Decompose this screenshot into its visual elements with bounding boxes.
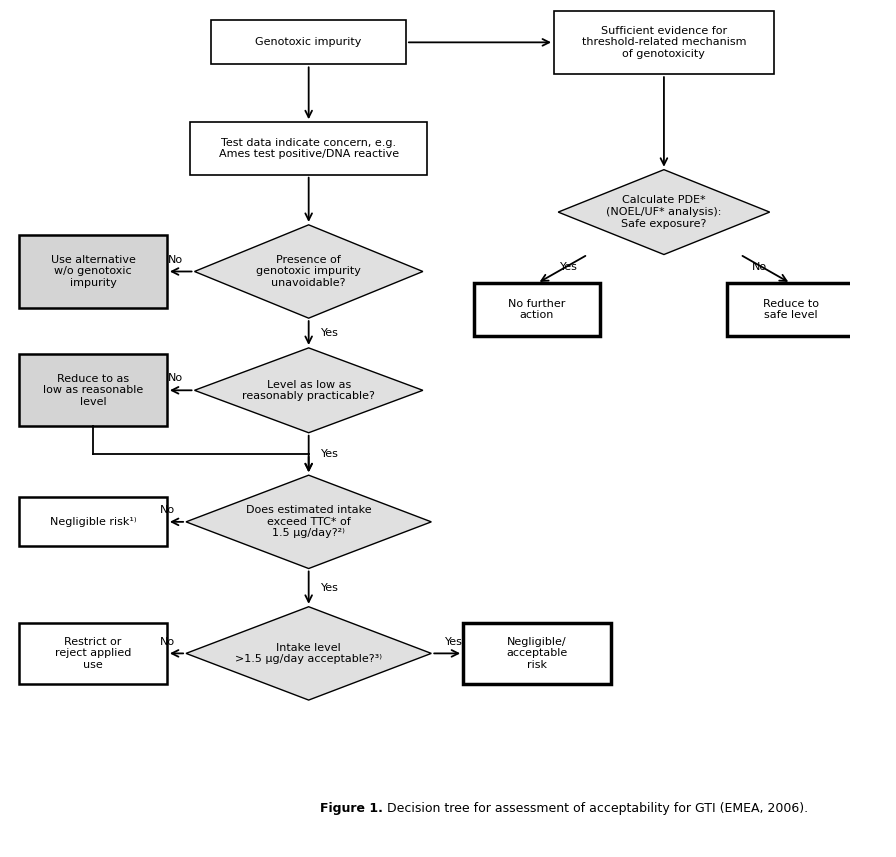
- Text: No: No: [752, 262, 767, 273]
- FancyBboxPatch shape: [554, 10, 774, 75]
- Text: No: No: [159, 505, 175, 515]
- Text: Yes: Yes: [445, 637, 463, 646]
- Text: Decision tree for assessment of acceptability for GTI (EMEA, 2006).: Decision tree for assessment of acceptab…: [383, 802, 808, 815]
- FancyBboxPatch shape: [474, 284, 600, 336]
- FancyBboxPatch shape: [19, 623, 167, 684]
- FancyBboxPatch shape: [211, 21, 406, 64]
- FancyBboxPatch shape: [19, 236, 167, 308]
- Text: No: No: [159, 637, 175, 646]
- Text: Sufficient evidence for
threshold-related mechanism
of genotoxicity: Sufficient evidence for threshold-relate…: [582, 26, 746, 59]
- Text: Negligible risk¹⁾: Negligible risk¹⁾: [49, 517, 136, 527]
- Polygon shape: [194, 225, 423, 318]
- Text: Restrict or
reject applied
use: Restrict or reject applied use: [55, 637, 131, 670]
- Text: Reduce to
safe level: Reduce to safe level: [762, 299, 819, 321]
- Text: No: No: [168, 255, 184, 265]
- Text: Reduce to as
low as reasonable
level: Reduce to as low as reasonable level: [43, 374, 143, 407]
- Text: Intake level
>1.5 μg/day acceptable?³⁾: Intake level >1.5 μg/day acceptable?³⁾: [235, 643, 383, 664]
- Text: Use alternative
w/o genotoxic
impurity: Use alternative w/o genotoxic impurity: [50, 255, 135, 288]
- Text: Yes: Yes: [321, 449, 339, 459]
- FancyBboxPatch shape: [19, 497, 167, 547]
- Text: Yes: Yes: [321, 328, 339, 338]
- Text: Figure 1.: Figure 1.: [320, 802, 383, 815]
- Text: Negligible/
acceptable
risk: Negligible/ acceptable risk: [506, 637, 568, 670]
- Text: Does estimated intake
exceed TTC* of
1.5 μg/day?²⁾: Does estimated intake exceed TTC* of 1.5…: [246, 506, 372, 538]
- Text: Presence of
genotoxic impurity
unavoidable?: Presence of genotoxic impurity unavoidab…: [256, 255, 361, 288]
- FancyBboxPatch shape: [463, 623, 611, 684]
- Text: Yes: Yes: [560, 262, 578, 273]
- Text: No further
action: No further action: [508, 299, 565, 321]
- Polygon shape: [194, 348, 423, 433]
- Polygon shape: [186, 475, 431, 568]
- Text: No: No: [168, 374, 184, 383]
- Text: Calculate PDE*
(NOEL/UF* analysis):
Safe exposure?: Calculate PDE* (NOEL/UF* analysis): Safe…: [607, 195, 721, 229]
- Text: Level as low as
reasonably practicable?: Level as low as reasonably practicable?: [242, 380, 375, 401]
- FancyBboxPatch shape: [19, 354, 167, 427]
- Text: Yes: Yes: [321, 583, 339, 593]
- Text: Test data indicate concern, e.g.
Ames test positive/DNA reactive: Test data indicate concern, e.g. Ames te…: [219, 138, 399, 159]
- Polygon shape: [186, 607, 431, 700]
- Polygon shape: [558, 170, 770, 255]
- Text: Genotoxic impurity: Genotoxic impurity: [255, 38, 362, 47]
- FancyBboxPatch shape: [728, 284, 854, 336]
- FancyBboxPatch shape: [190, 123, 427, 175]
